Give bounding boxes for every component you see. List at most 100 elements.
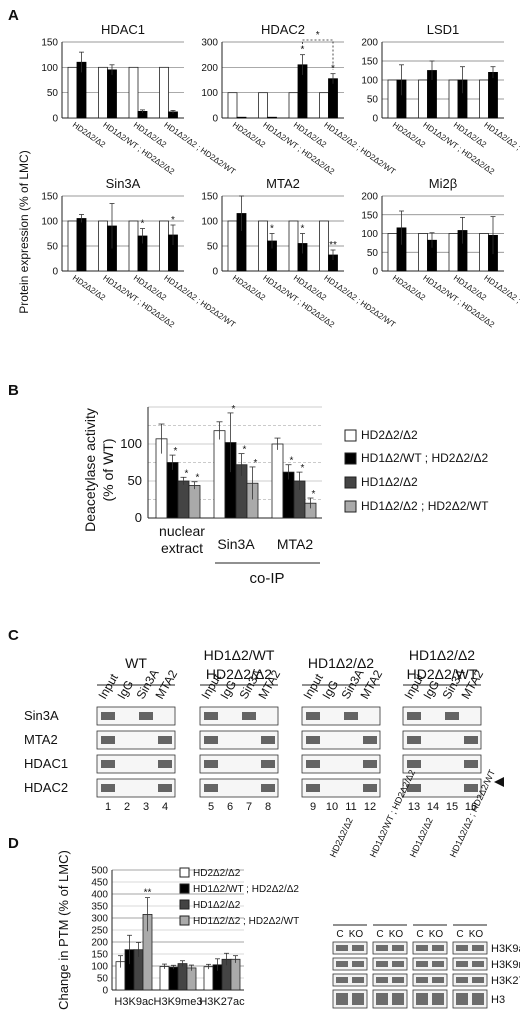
blot-band bbox=[101, 736, 115, 744]
bar-ko bbox=[488, 72, 498, 119]
blot-row-label: H3 bbox=[491, 994, 505, 1006]
panel-label-a: A bbox=[8, 7, 19, 24]
lane-number: 16 bbox=[465, 801, 477, 813]
significance-marker: ** bbox=[329, 240, 337, 251]
significance-marker: * bbox=[141, 219, 145, 230]
y-tick-label: 0 bbox=[52, 114, 58, 125]
condition-label: C bbox=[336, 929, 343, 940]
bar-ko bbox=[236, 116, 247, 119]
x-group-sin3a: Sin3A bbox=[217, 536, 255, 552]
y-tick-label: 50 bbox=[47, 242, 59, 253]
bar-lmc bbox=[418, 79, 428, 119]
blot-band bbox=[416, 993, 428, 1005]
blot-band bbox=[392, 961, 404, 967]
blot-band bbox=[407, 712, 421, 720]
blot-group-title-2: HD2Δ2/Δ2 bbox=[206, 666, 272, 682]
blot-band bbox=[392, 993, 404, 1005]
bar-lmc bbox=[227, 220, 238, 272]
blot-band bbox=[158, 760, 172, 768]
blot-row-label: MTA2 bbox=[24, 732, 58, 747]
blot-band bbox=[352, 977, 364, 983]
blot-strip bbox=[199, 730, 279, 750]
y-tick-label: 100 bbox=[41, 217, 58, 228]
category-label: HD2Δ2/Δ2 bbox=[391, 273, 428, 302]
lane-number: 13 bbox=[408, 801, 420, 813]
bar-lmc bbox=[387, 233, 398, 272]
blot-band bbox=[392, 977, 404, 983]
blot-strip bbox=[301, 706, 381, 726]
legend-swatch bbox=[179, 883, 190, 894]
bar-ko bbox=[107, 69, 117, 119]
legend-label: HD2Δ2/Δ2 bbox=[361, 428, 418, 442]
x-group-mta2: MTA2 bbox=[277, 536, 314, 552]
bar-lmc bbox=[128, 66, 139, 119]
legend-swatch bbox=[179, 915, 190, 926]
lane-number: 9 bbox=[310, 801, 316, 813]
blot-band bbox=[352, 993, 364, 1005]
blot-band bbox=[158, 784, 172, 792]
lane-number: 1 bbox=[105, 801, 111, 813]
blot-strip bbox=[402, 778, 482, 798]
blot-band bbox=[456, 945, 468, 951]
bar bbox=[230, 958, 241, 991]
lane-number: 6 bbox=[227, 801, 233, 813]
lane-number: 8 bbox=[265, 801, 271, 813]
significance-marker: * bbox=[301, 463, 305, 474]
blot-band bbox=[261, 736, 275, 744]
bar-lmc bbox=[67, 66, 78, 119]
chart-title: HDAC1 bbox=[101, 22, 145, 37]
blot-band bbox=[158, 736, 172, 744]
y-tick-label: 50 bbox=[207, 242, 219, 253]
blot-band bbox=[464, 784, 478, 792]
blot-column-label: HD2Δ2/Δ2 bbox=[328, 816, 355, 859]
blot-band bbox=[101, 760, 115, 768]
y-tick-label: 150 bbox=[91, 950, 108, 961]
bar bbox=[168, 966, 179, 991]
y-tick-label: 200 bbox=[91, 938, 108, 949]
bar-lmc bbox=[479, 79, 489, 119]
significance-marker: * bbox=[301, 224, 305, 235]
blot-strip bbox=[301, 778, 381, 798]
y-tick-label: 500 bbox=[91, 866, 108, 877]
y-tick-label: 0 bbox=[135, 510, 142, 525]
condition-label: C bbox=[456, 929, 463, 940]
bar-lmc bbox=[448, 233, 459, 272]
y-tick-label: 0 bbox=[212, 114, 218, 125]
chart-title: Sin3A bbox=[106, 176, 141, 191]
x-group-nuclear-2: extract bbox=[161, 540, 203, 556]
blot-band bbox=[352, 945, 364, 951]
condition-label: C bbox=[376, 929, 383, 940]
legend-label: HD1Δ2/WT ; HD2Δ2/Δ2 bbox=[361, 451, 489, 465]
blot-group-title: HD1Δ2/Δ2 bbox=[409, 647, 475, 663]
chart-title: MTA2 bbox=[266, 176, 300, 191]
bar-lmc bbox=[258, 220, 268, 272]
blot-band bbox=[472, 961, 484, 967]
bar-lmc bbox=[67, 220, 78, 272]
blot-strip bbox=[301, 730, 381, 750]
coip-label: co-IP bbox=[249, 570, 284, 587]
blot-band bbox=[472, 945, 484, 951]
bar-lmc bbox=[319, 92, 329, 119]
bar-lmc bbox=[98, 66, 108, 119]
bar-lmc bbox=[128, 220, 139, 272]
lane-number: 3 bbox=[143, 801, 149, 813]
legend-label: HD2Δ2/Δ2 bbox=[193, 868, 241, 879]
blot-band bbox=[336, 945, 348, 951]
blot-band bbox=[261, 784, 275, 792]
bar bbox=[186, 967, 197, 991]
y-tick-label: 450 bbox=[91, 878, 108, 889]
lane-number: 15 bbox=[446, 801, 458, 813]
condition-label: KO bbox=[429, 929, 444, 940]
blot-strip bbox=[301, 754, 381, 774]
panel-label-b: B bbox=[8, 382, 19, 399]
blot-row-label: H3K9ac bbox=[491, 943, 520, 955]
blot-band bbox=[376, 961, 388, 967]
bar-lmc bbox=[288, 220, 299, 272]
bar bbox=[177, 480, 190, 519]
bar bbox=[271, 443, 284, 519]
blot-band bbox=[432, 977, 444, 983]
category-label: HD2Δ2/Δ2 bbox=[391, 120, 428, 149]
bar-lmc bbox=[448, 79, 459, 119]
bar-lmc bbox=[159, 220, 169, 272]
